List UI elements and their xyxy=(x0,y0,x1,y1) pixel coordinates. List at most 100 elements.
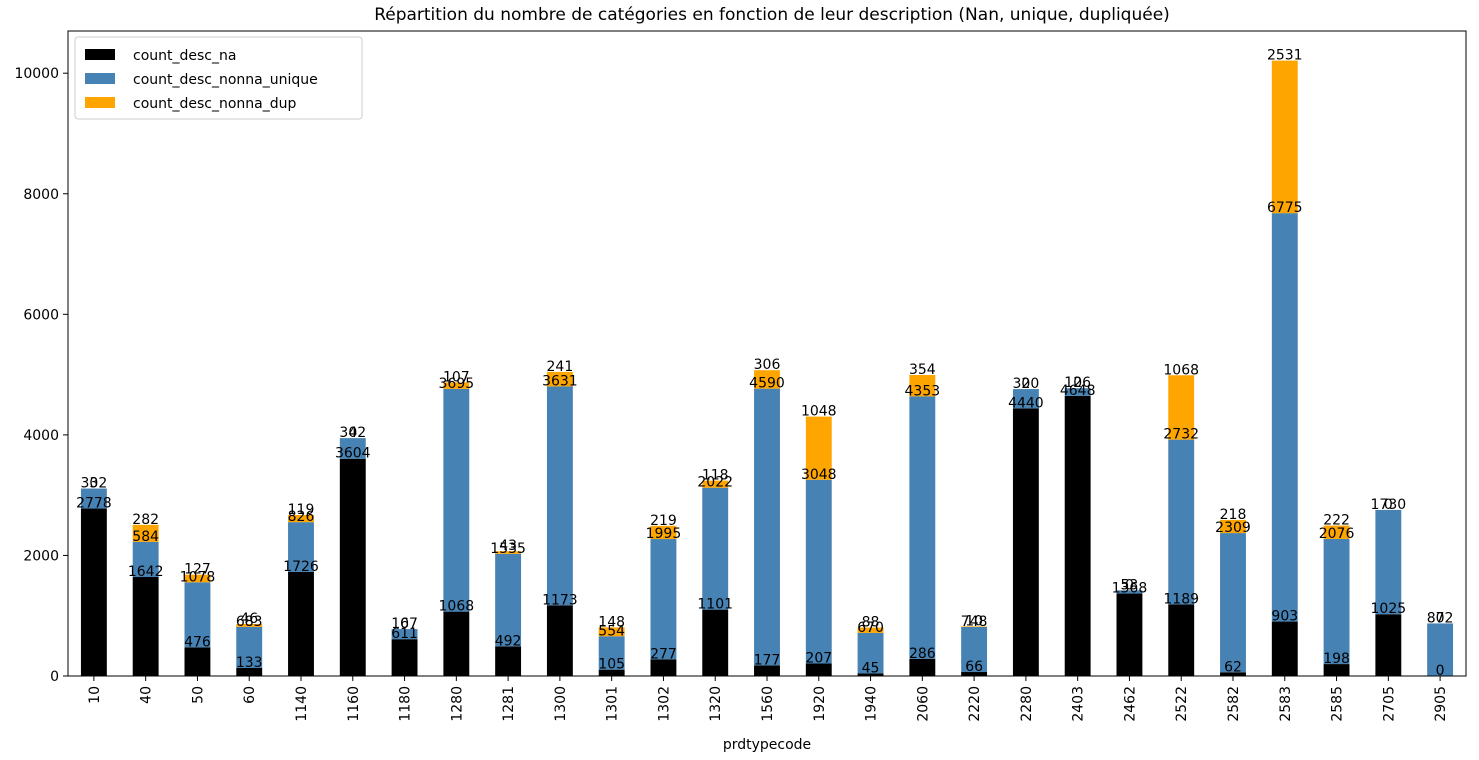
x-tick-label: 2403 xyxy=(1071,686,1087,722)
bar-count_desc_nonna_unique-1302 xyxy=(650,539,677,660)
data-label: 66 xyxy=(965,659,983,675)
x-tick-label: 1940 xyxy=(864,686,880,722)
data-label: 2309 xyxy=(1215,520,1251,536)
data-label: 1173 xyxy=(542,592,578,608)
data-label: 2732 xyxy=(1163,427,1199,443)
y-tick-label: 4000 xyxy=(23,428,59,444)
bar-count_desc_nonna_unique-1180 xyxy=(391,629,418,640)
data-label: 1068 xyxy=(1163,362,1199,378)
x-axis-label: prdtypecode xyxy=(723,737,811,753)
data-label: 354 xyxy=(909,362,936,378)
data-label: 1078 xyxy=(180,569,216,585)
data-label: 306 xyxy=(754,357,781,373)
x-tick-label: 2905 xyxy=(1433,686,1449,722)
x-tick-label: 2522 xyxy=(1174,686,1190,722)
legend-swatch-count_desc_nonna_unique xyxy=(85,73,115,84)
x-tick-label: 1300 xyxy=(553,686,569,722)
bar-count_desc_na-50 xyxy=(184,647,211,676)
bar-count_desc_nonna_dup-1920 xyxy=(805,416,832,480)
legend: count_desc_na count_desc_nonna_uniquecoun… xyxy=(74,36,363,120)
y-tick-label: 0 xyxy=(50,669,59,685)
data-label: 0 xyxy=(89,476,98,492)
data-label: 46 xyxy=(240,611,258,627)
data-label: 3048 xyxy=(801,467,837,483)
y-tick-label: 10000 xyxy=(14,66,59,82)
data-label: 342 xyxy=(339,425,366,441)
data-label: 1101 xyxy=(697,597,733,613)
x-tick-label: 1280 xyxy=(449,686,465,722)
data-label: 2076 xyxy=(1319,526,1355,542)
data-label: 53 xyxy=(1121,577,1139,593)
bar-count_desc_nonna_unique-1300 xyxy=(546,386,573,606)
x-tick-label: 1302 xyxy=(656,686,672,722)
x-tick-label: 2060 xyxy=(915,686,931,722)
bar-count_desc_na-10 xyxy=(80,508,107,676)
data-label: 1730 xyxy=(1371,497,1407,513)
bar-count_desc_na-60 xyxy=(236,667,263,676)
bar-count_desc_nonna_unique-2905 xyxy=(1427,623,1454,676)
data-label: 611 xyxy=(391,626,418,642)
x-tick-label: 1281 xyxy=(501,686,517,722)
bar-count_desc_na-2585 xyxy=(1323,664,1350,676)
bar-count_desc_nonna_unique-2403 xyxy=(1064,388,1091,396)
data-label: 126 xyxy=(1064,375,1091,391)
data-label: 62 xyxy=(1224,659,1242,675)
data-label: 1048 xyxy=(801,404,837,420)
bar-count_desc_na-2582 xyxy=(1220,672,1246,676)
bar-count_desc_na-1320 xyxy=(702,609,729,676)
data-label: 1535 xyxy=(490,541,526,557)
data-label: 88 xyxy=(862,615,880,631)
data-label: 3631 xyxy=(542,373,578,389)
x-tick-label: 40 xyxy=(139,686,155,704)
data-label: 0 xyxy=(348,425,357,441)
data-label: 1025 xyxy=(1371,601,1407,617)
x-tick-label: 1920 xyxy=(812,686,828,722)
bar-count_desc_nonna_unique-1280 xyxy=(443,388,470,612)
bar-count_desc_nonna_unique-2585 xyxy=(1323,538,1350,665)
data-label: 4590 xyxy=(749,376,785,392)
data-label: 0 xyxy=(1073,375,1082,391)
data-label: 119 xyxy=(288,502,315,518)
bar-count_desc_nonna_dup-1320 xyxy=(702,480,729,488)
data-label: 1995 xyxy=(646,526,682,542)
bar-count_desc_na-2705 xyxy=(1375,614,1402,676)
x-tick-label: 2583 xyxy=(1278,686,1294,722)
bar-count_desc_na-1281 xyxy=(495,646,522,676)
bar-count_desc_nonna_dup-1300 xyxy=(546,371,573,387)
bar-count_desc_na-2522 xyxy=(1168,604,1195,676)
bar-count_desc_na-2583 xyxy=(1271,621,1298,676)
y-tick-label: 2000 xyxy=(23,548,59,564)
data-label: 320 xyxy=(1013,376,1040,392)
data-label: 43 xyxy=(499,538,517,554)
data-label: 286 xyxy=(909,646,936,662)
data-label: 218 xyxy=(1220,507,1247,523)
bar-count_desc_nonna_unique-1301 xyxy=(598,636,625,670)
bar-count_desc_nonna_dup-1140 xyxy=(288,514,314,523)
data-label: 118 xyxy=(702,468,729,484)
data-label: 198 xyxy=(1323,651,1350,667)
bar-count_desc_na-1560 xyxy=(754,665,780,676)
bar-count_desc_nonna_dup-1560 xyxy=(754,370,780,389)
chart-title: Répartition du nombre de catégories en f… xyxy=(374,5,1170,25)
data-label: 748 xyxy=(961,614,988,630)
x-tick-label: 1160 xyxy=(346,686,362,722)
bar-count_desc_nonna_dup-40 xyxy=(132,524,159,542)
data-label: 10 xyxy=(965,613,983,629)
data-label: 2531 xyxy=(1267,48,1303,64)
data-label: 670 xyxy=(857,620,884,636)
bar-count_desc_nonna_dup-1280 xyxy=(443,382,470,389)
x-tick-label: 1560 xyxy=(760,686,776,722)
bar-count_desc_nonna_unique-1281 xyxy=(495,553,522,647)
data-label: 683 xyxy=(236,614,263,630)
data-label: 0 xyxy=(1125,577,1134,593)
data-label: 167 xyxy=(391,616,418,632)
bar-count_desc_na-1302 xyxy=(650,659,677,676)
bar-count_desc_nonna_dup-2582 xyxy=(1220,519,1246,534)
data-label: 0 xyxy=(1021,376,1030,392)
data-label: 2778 xyxy=(76,496,112,512)
x-tick-label: 1320 xyxy=(708,686,724,722)
x-tick-label: 2220 xyxy=(967,686,983,722)
bar-count_desc_nonna_dup-1281 xyxy=(495,551,522,554)
data-label: 277 xyxy=(650,646,677,662)
bar-count_desc_nonna_unique-2705 xyxy=(1375,509,1402,615)
